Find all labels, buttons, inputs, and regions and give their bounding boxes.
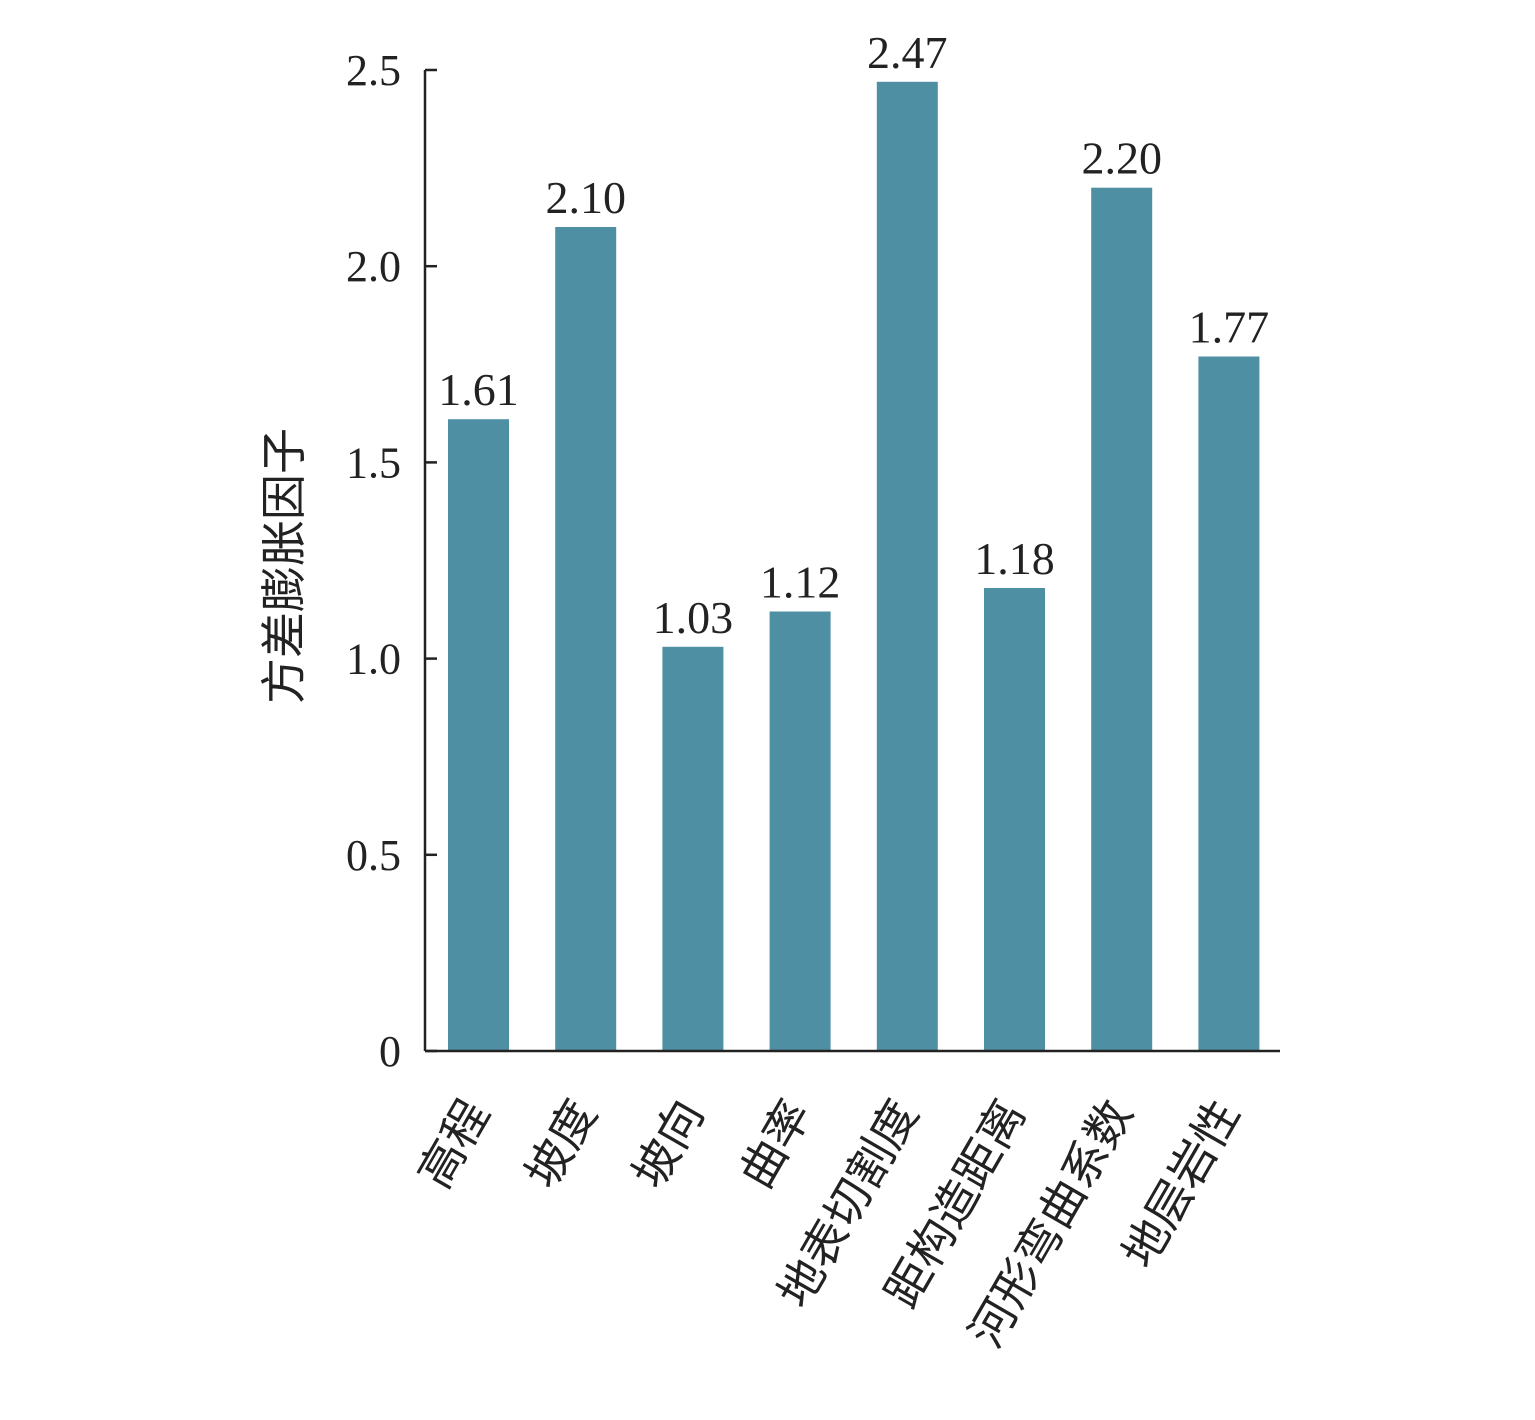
y-axis: 0 0.5 1.0 1.5 2.0 2.5: [346, 46, 437, 1076]
data-label-0: 1.61: [438, 364, 519, 415]
bar-2: [662, 646, 724, 1051]
bar-4: [876, 81, 938, 1052]
data-labels: 1.61 2.10 1.03 1.12 2.47 1.18 2.20 1.77: [438, 27, 1269, 643]
x-tick-label-3: 曲率: [731, 1092, 821, 1197]
bar-1: [555, 227, 617, 1051]
x-tick-label-2: 坡向: [623, 1092, 713, 1197]
data-label-7: 1.77: [1189, 302, 1270, 353]
bar-0: [448, 419, 509, 1051]
x-tick-label-1: 坡度: [516, 1092, 606, 1197]
y-tick-label-5: 2.5: [346, 46, 401, 95]
data-label-6: 2.20: [1081, 133, 1162, 184]
y-tick-label-2: 1.0: [346, 635, 401, 684]
bar-5: [984, 588, 1045, 1051]
y-tick-label-4: 2.0: [346, 242, 401, 291]
y-tick-label-0: 0: [379, 1027, 401, 1076]
y-tick-label-3: 1.5: [346, 438, 401, 487]
data-label-1: 2.10: [545, 172, 626, 223]
bar-6: [1091, 187, 1153, 1051]
data-label-3: 1.12: [760, 557, 841, 608]
bars-group: [448, 81, 1260, 1052]
bar-7: [1198, 356, 1260, 1051]
y-axis-label: 方差膨胀因子: [259, 428, 310, 704]
data-label-4: 2.47: [867, 27, 948, 78]
x-tick-label-0: 高程: [409, 1092, 499, 1197]
bar-3: [769, 611, 831, 1051]
data-label-2: 1.03: [653, 592, 734, 643]
data-label-5: 1.18: [974, 533, 1055, 584]
y-tick-label-1: 0.5: [346, 831, 401, 880]
